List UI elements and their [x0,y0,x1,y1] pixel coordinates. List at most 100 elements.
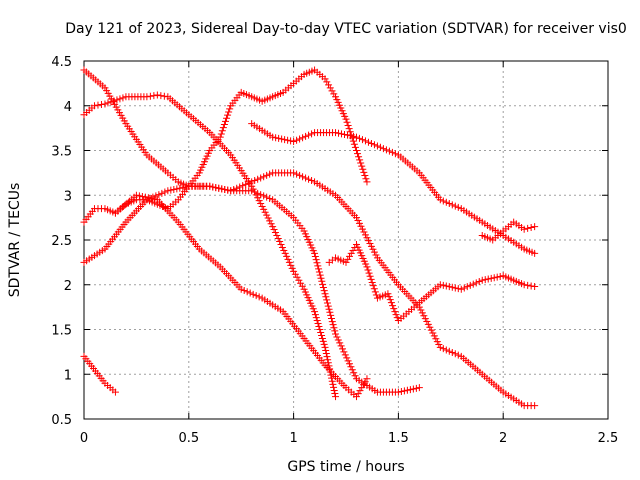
data-point [319,284,327,292]
data-point [266,217,274,225]
data-point [248,178,256,186]
data-point [101,100,109,108]
data-point [475,278,483,286]
data-point [266,194,274,202]
data-point [347,249,355,257]
data-point [318,277,326,285]
data-point [361,378,369,386]
data-point [371,288,379,296]
data-point [330,383,338,391]
data-point [312,314,320,322]
data-point [442,198,450,206]
data-point [361,172,369,180]
data-point [94,101,102,109]
data-point [369,245,377,253]
data-point [421,315,429,323]
data-point [321,290,329,298]
data-point [325,81,333,89]
data-point [150,92,158,100]
y-tick-label: 2 [64,279,72,294]
data-point [520,225,528,233]
series-track-i [478,218,539,244]
x-tick-label: 1.5 [388,431,409,446]
data-point [451,284,459,292]
data-point [290,169,298,177]
data-point [135,192,143,200]
data-point [215,184,223,192]
data-point [296,135,304,143]
data-point [344,255,352,263]
data-point [369,282,377,290]
data-point [236,183,244,191]
data-point [359,381,367,389]
data-point [323,299,331,307]
data-point [352,214,360,222]
data-point [432,335,440,343]
grid-lines [84,61,608,419]
data-point [436,281,444,289]
data-point [393,314,401,322]
y-tick-label: 3.5 [51,145,72,160]
data-point [332,129,340,137]
data-point [347,363,355,371]
data-point [445,347,453,355]
data-point [237,285,245,293]
data-point [119,94,127,102]
data-point [321,343,329,351]
data-point [391,308,399,316]
data-point [278,243,286,251]
data-point [367,242,375,250]
data-point [226,105,234,113]
data-point [427,326,435,334]
data-point [158,189,166,197]
data-point [368,279,376,287]
y-tick-label: 1.5 [51,324,72,339]
data-point [275,134,283,142]
data-point [335,129,343,137]
y-tick-labels: 0.5 1 1.5 2 2.5 3 3.5 4 4.5 [51,55,72,428]
data-point [343,131,351,139]
data-point [352,147,360,154]
data-point [332,393,340,401]
data-point [263,171,271,179]
data-point [322,293,330,301]
data-point [439,281,447,289]
data-point [435,341,443,349]
data-point [352,393,360,401]
data-point [299,134,307,142]
data-point [322,350,330,358]
data-point [328,377,336,385]
data-point [352,133,360,141]
data-point [260,192,268,200]
data-point [344,357,352,365]
data-point [386,296,394,304]
data-point [224,111,232,119]
data-point [364,266,372,274]
data-point [326,84,334,92]
data-point [325,305,333,313]
data-point [164,187,172,195]
data-point [116,95,124,103]
data-point [316,326,324,333]
data-point [358,162,366,170]
y-tick-label: 0.5 [51,413,72,428]
data-point [363,375,371,383]
data-point [224,186,232,194]
data-point [445,200,453,208]
data-point [363,263,371,271]
data-point [330,90,338,98]
data-point [448,283,456,291]
data-point [454,285,462,293]
data-point [336,339,344,347]
data-point [323,296,331,304]
data-point [280,246,288,254]
series-track-a [80,66,423,396]
data-point [463,283,471,291]
data-point [97,101,105,109]
data-point [239,182,247,190]
data-point [524,281,532,289]
data-point [355,153,363,161]
data-point [481,276,489,284]
data-point [490,274,498,282]
